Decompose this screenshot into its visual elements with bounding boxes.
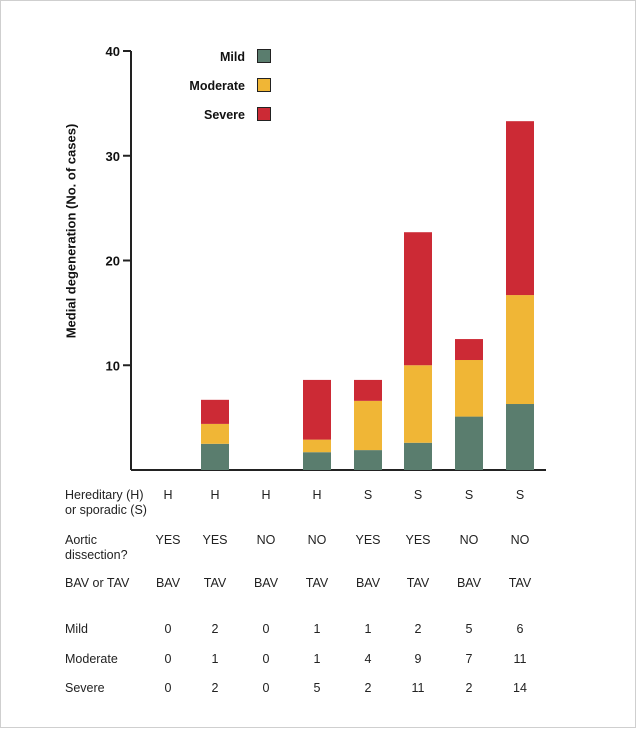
legend-label-severe: Severe [203, 108, 245, 122]
hereditary-row-cell: H [312, 488, 322, 502]
moderate-row-cell: 7 [465, 652, 473, 666]
bar-segment-moderate [354, 400, 382, 451]
severe-row-cell: 2 [211, 681, 219, 695]
moderate-row-label: Moderate [65, 652, 118, 666]
valve-row-cell: BAV [456, 576, 482, 590]
y-tick-label: 30 [106, 149, 120, 164]
moderate-row-cell: 0 [164, 652, 172, 666]
dissection-row-cell: NO [256, 533, 276, 547]
moderate-row-cell: 9 [414, 652, 422, 666]
dissection-row-label: Aortic [65, 533, 97, 547]
dissection-row-cell: YES [202, 533, 228, 547]
mild-row-cell: 5 [465, 622, 473, 636]
hereditary-row-cell: S [413, 488, 423, 502]
y-axis-label: Medial degeneration (No. of cases) [63, 123, 79, 339]
y-tick-label: 20 [106, 254, 120, 269]
bar-segment-severe [455, 339, 483, 361]
hereditary-row-label: or sporadic (S) [65, 503, 147, 517]
legend-label-moderate: Moderate [189, 79, 245, 93]
mild-row-cell: 0 [164, 622, 172, 636]
valve-row-cell: BAV [253, 576, 279, 590]
bar-segment-severe [506, 121, 534, 296]
bar-segment-moderate [506, 295, 534, 405]
bar-segment-severe [404, 232, 432, 366]
legend-item-severe: Severe [151, 105, 271, 134]
hereditary-row-cell: H [163, 488, 173, 502]
dissection-row-cell: YES [155, 533, 181, 547]
y-tick-label: 40 [106, 44, 120, 59]
severe-row-cell: 14 [513, 681, 527, 695]
valve-row-cell: TAV [508, 576, 532, 590]
bar-segment-moderate [455, 360, 483, 417]
hereditary-row-cell: H [210, 488, 220, 502]
mild-row-label: Mild [65, 622, 88, 636]
valve-row-cell: TAV [406, 576, 430, 590]
valve-row-label: BAV or TAV [65, 576, 130, 590]
dissection-row-cell: YES [355, 533, 381, 547]
legend-item-mild: Mild [151, 47, 271, 76]
hereditary-row-cell: S [464, 488, 474, 502]
severe-row-cell: 5 [313, 681, 321, 695]
severe-row-cell: 0 [262, 681, 270, 695]
valve-row-cell: TAV [203, 576, 227, 590]
valve-row-cell: BAV [155, 576, 181, 590]
bar-segment-mild [506, 404, 534, 470]
dissection-row-cell: NO [307, 533, 327, 547]
valve-row-cell: BAV [355, 576, 381, 590]
bar-segment-mild [201, 443, 229, 470]
legend-swatch-severe [257, 107, 271, 121]
hereditary-row-cell: S [515, 488, 525, 502]
legend-item-moderate: Moderate [151, 76, 271, 105]
bar-segment-severe [303, 379, 331, 440]
moderate-row-cell: 11 [513, 652, 527, 666]
legend-swatch-moderate [257, 78, 271, 92]
moderate-row-cell: 0 [262, 652, 270, 666]
hereditary-row-label: Hereditary (H) [65, 488, 144, 502]
severe-row-cell: 11 [411, 681, 425, 695]
hereditary-row-cell: S [363, 488, 373, 502]
mild-row-cell: 1 [313, 622, 321, 636]
mild-row-cell: 2 [211, 622, 219, 636]
bar-segment-mild [455, 416, 483, 470]
valve-row-cell: TAV [305, 576, 329, 590]
bar-segment-moderate [404, 365, 432, 443]
bar-segment-mild [354, 450, 382, 470]
dissection-row-cell: NO [510, 533, 530, 547]
moderate-row-cell: 4 [364, 652, 372, 666]
severe-row-label: Severe [65, 681, 105, 695]
legend-label-mild: Mild [220, 50, 245, 64]
y-tick-label: 10 [106, 358, 120, 373]
bar-segment-mild [404, 442, 432, 470]
legend: Mild Moderate Severe [151, 47, 271, 134]
dissection-row-cell: NO [459, 533, 479, 547]
severe-row-cell: 2 [364, 681, 372, 695]
mild-row-cell: 0 [262, 622, 270, 636]
moderate-row-cell: 1 [313, 652, 321, 666]
legend-swatch-mild [257, 49, 271, 63]
bar-segment-moderate [201, 423, 229, 444]
moderate-row-cell: 1 [211, 652, 219, 666]
bar-segment-severe [201, 399, 229, 424]
dissection-row-cell: YES [405, 533, 431, 547]
bar-segment-mild [303, 452, 331, 470]
mild-row-cell: 1 [364, 622, 372, 636]
mild-row-cell: 2 [414, 622, 422, 636]
hereditary-row-cell: H [261, 488, 271, 502]
severe-row-cell: 0 [164, 681, 172, 695]
severe-row-cell: 2 [465, 681, 473, 695]
dissection-row-label: dissection? [65, 548, 128, 562]
bar-segment-moderate [303, 439, 331, 453]
bar-segment-severe [354, 379, 382, 401]
mild-row-cell: 6 [516, 622, 524, 636]
